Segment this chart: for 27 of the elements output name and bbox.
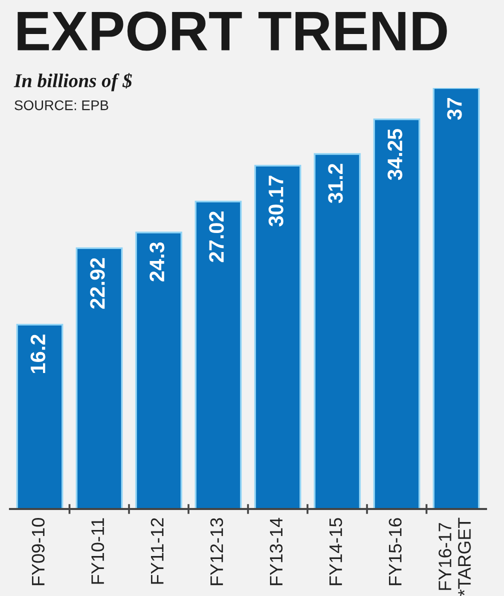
data-label: 16.2 (30, 334, 46, 374)
chart-subtitle: In billions of $ (14, 73, 132, 92)
x-tick-label: FY13-14 (270, 518, 283, 586)
bar (135, 232, 182, 509)
x-tick-label: FY10-11 (91, 518, 104, 584)
x-tick-label: FY09-10 (32, 518, 45, 586)
data-label: 24.3 (150, 242, 164, 282)
bar (432, 88, 480, 509)
bar (76, 247, 123, 509)
data-label: 34.25 (388, 128, 402, 180)
data-label: 37 (447, 98, 462, 120)
bar (373, 118, 420, 509)
bar (254, 164, 302, 509)
x-tick-label: FY12-13 (210, 518, 224, 586)
x-tick-label: FY14-15 (329, 518, 342, 586)
data-label: 30.17 (268, 176, 284, 226)
x-tick-label: FY15-16 (388, 518, 402, 586)
bar (16, 324, 64, 509)
bar (194, 200, 242, 509)
bar (314, 153, 361, 509)
x-tick-label: FY11-12 (150, 518, 164, 584)
x-tick-label: FY16-17 *TARGET (438, 518, 471, 596)
chart-title: EXPORT TREND (18, 11, 447, 51)
data-label: 22.92 (90, 258, 105, 309)
data-label: 27.02 (209, 211, 224, 262)
annotation: SOURCE: EPB (14, 100, 108, 110)
data-label: 31.2 (328, 164, 343, 204)
